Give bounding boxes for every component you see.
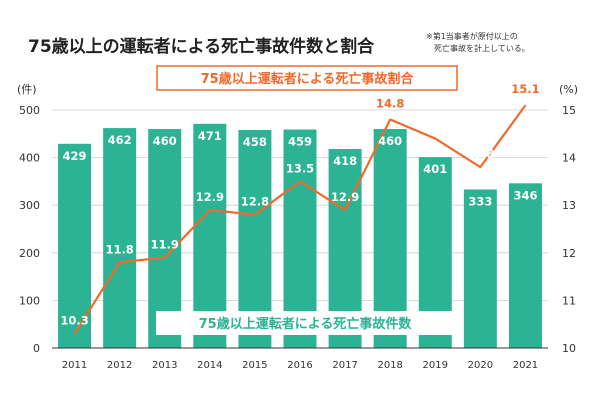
- legend-bar-label: 75歳以上運転者による死亡事故件数: [199, 316, 413, 332]
- line-label-2015: 12.8: [241, 195, 269, 209]
- left-axis-tick-400: 400: [19, 152, 40, 165]
- right-axis-tick-13: 13: [562, 199, 576, 212]
- bar-label-2017: 418: [333, 154, 357, 168]
- bar-2011: [58, 143, 92, 348]
- legend-line: 75歳以上運転者による死亡事故割合: [156, 65, 458, 91]
- right-axis-tick-15: 15: [562, 104, 576, 117]
- right-axis-tick-12: 12: [562, 247, 576, 260]
- x-axis-tick-2015: 2015: [242, 360, 267, 371]
- left-axis-tick-200: 200: [19, 247, 40, 260]
- right-axis-unit-label: (%): [559, 83, 578, 96]
- bar-label-2016: 459: [288, 135, 312, 149]
- x-axis-tick-2011: 2011: [62, 360, 87, 371]
- legend-bar-box: [156, 311, 454, 335]
- bar-label-2015: 458: [243, 135, 267, 149]
- line-label-2014: 12.9: [196, 190, 224, 204]
- x-axis-tick-2012: 2012: [107, 360, 132, 371]
- chart-note-line-1: ※第1当事者が原付以上の: [426, 31, 518, 41]
- left-axis-tick-500: 500: [19, 104, 40, 117]
- line-label-2011: 10.3: [60, 314, 88, 328]
- bar-2021: [508, 183, 542, 348]
- line-label-2017: 12.9: [331, 190, 359, 204]
- legend-line-label: 75歳以上運転者による死亡事故割合: [201, 71, 415, 87]
- line-label-2018: 14.8: [376, 97, 404, 111]
- x-axis-tick-2016: 2016: [287, 360, 312, 371]
- right-axis-tick-10: 10: [562, 342, 576, 355]
- line-label-2012: 11.8: [105, 242, 133, 256]
- x-axis-tick-2018: 2018: [377, 360, 402, 371]
- x-axis-tick-2020: 2020: [468, 360, 493, 371]
- line-label-2021: 15.1: [511, 82, 539, 96]
- x-axis-tick-2019: 2019: [423, 360, 448, 371]
- bar-label-2021: 346: [513, 188, 537, 202]
- bar-label-2013: 460: [153, 134, 177, 148]
- bar-label-2020: 333: [468, 194, 492, 208]
- x-axis-tick-2017: 2017: [332, 360, 357, 371]
- bar-label-2011: 429: [63, 149, 87, 163]
- line-label-2019: 14.4: [421, 119, 449, 133]
- ratio-line: [73, 104, 527, 335]
- left-axis-tick-100: 100: [19, 294, 40, 307]
- bar-2020: [463, 189, 497, 348]
- left-axis-unit-label: (件): [17, 83, 37, 96]
- bar-label-2014: 471: [198, 129, 222, 143]
- right-axis-tick-14: 14: [562, 152, 576, 165]
- chart-title: 75歳以上の運転者による死亡事故件数と割合: [28, 36, 375, 57]
- line-label-2016: 13.5: [286, 161, 314, 175]
- legend-bar: 75歳以上運転者による死亡事故件数: [156, 311, 454, 335]
- x-axis-tick-2021: 2021: [513, 360, 538, 371]
- line-label-2013: 11.9: [151, 238, 179, 252]
- legend-line-box: [156, 65, 458, 91]
- bar-2012: [103, 128, 137, 348]
- bar-2014: [193, 123, 227, 348]
- chart-note-line-2: 死亡事故を計上している。: [434, 43, 530, 53]
- x-axis-tick-2013: 2013: [152, 360, 177, 371]
- right-axis-tick-11: 11: [562, 294, 576, 307]
- bar-label-2019: 401: [423, 162, 447, 176]
- bar-label-2012: 462: [108, 133, 132, 147]
- x-axis-tick-2014: 2014: [197, 360, 222, 371]
- left-axis-tick-0: 0: [33, 342, 40, 355]
- bar-label-2018: 460: [378, 134, 402, 148]
- line-label-2020: 13.8: [466, 147, 494, 161]
- left-axis-tick-300: 300: [19, 199, 40, 212]
